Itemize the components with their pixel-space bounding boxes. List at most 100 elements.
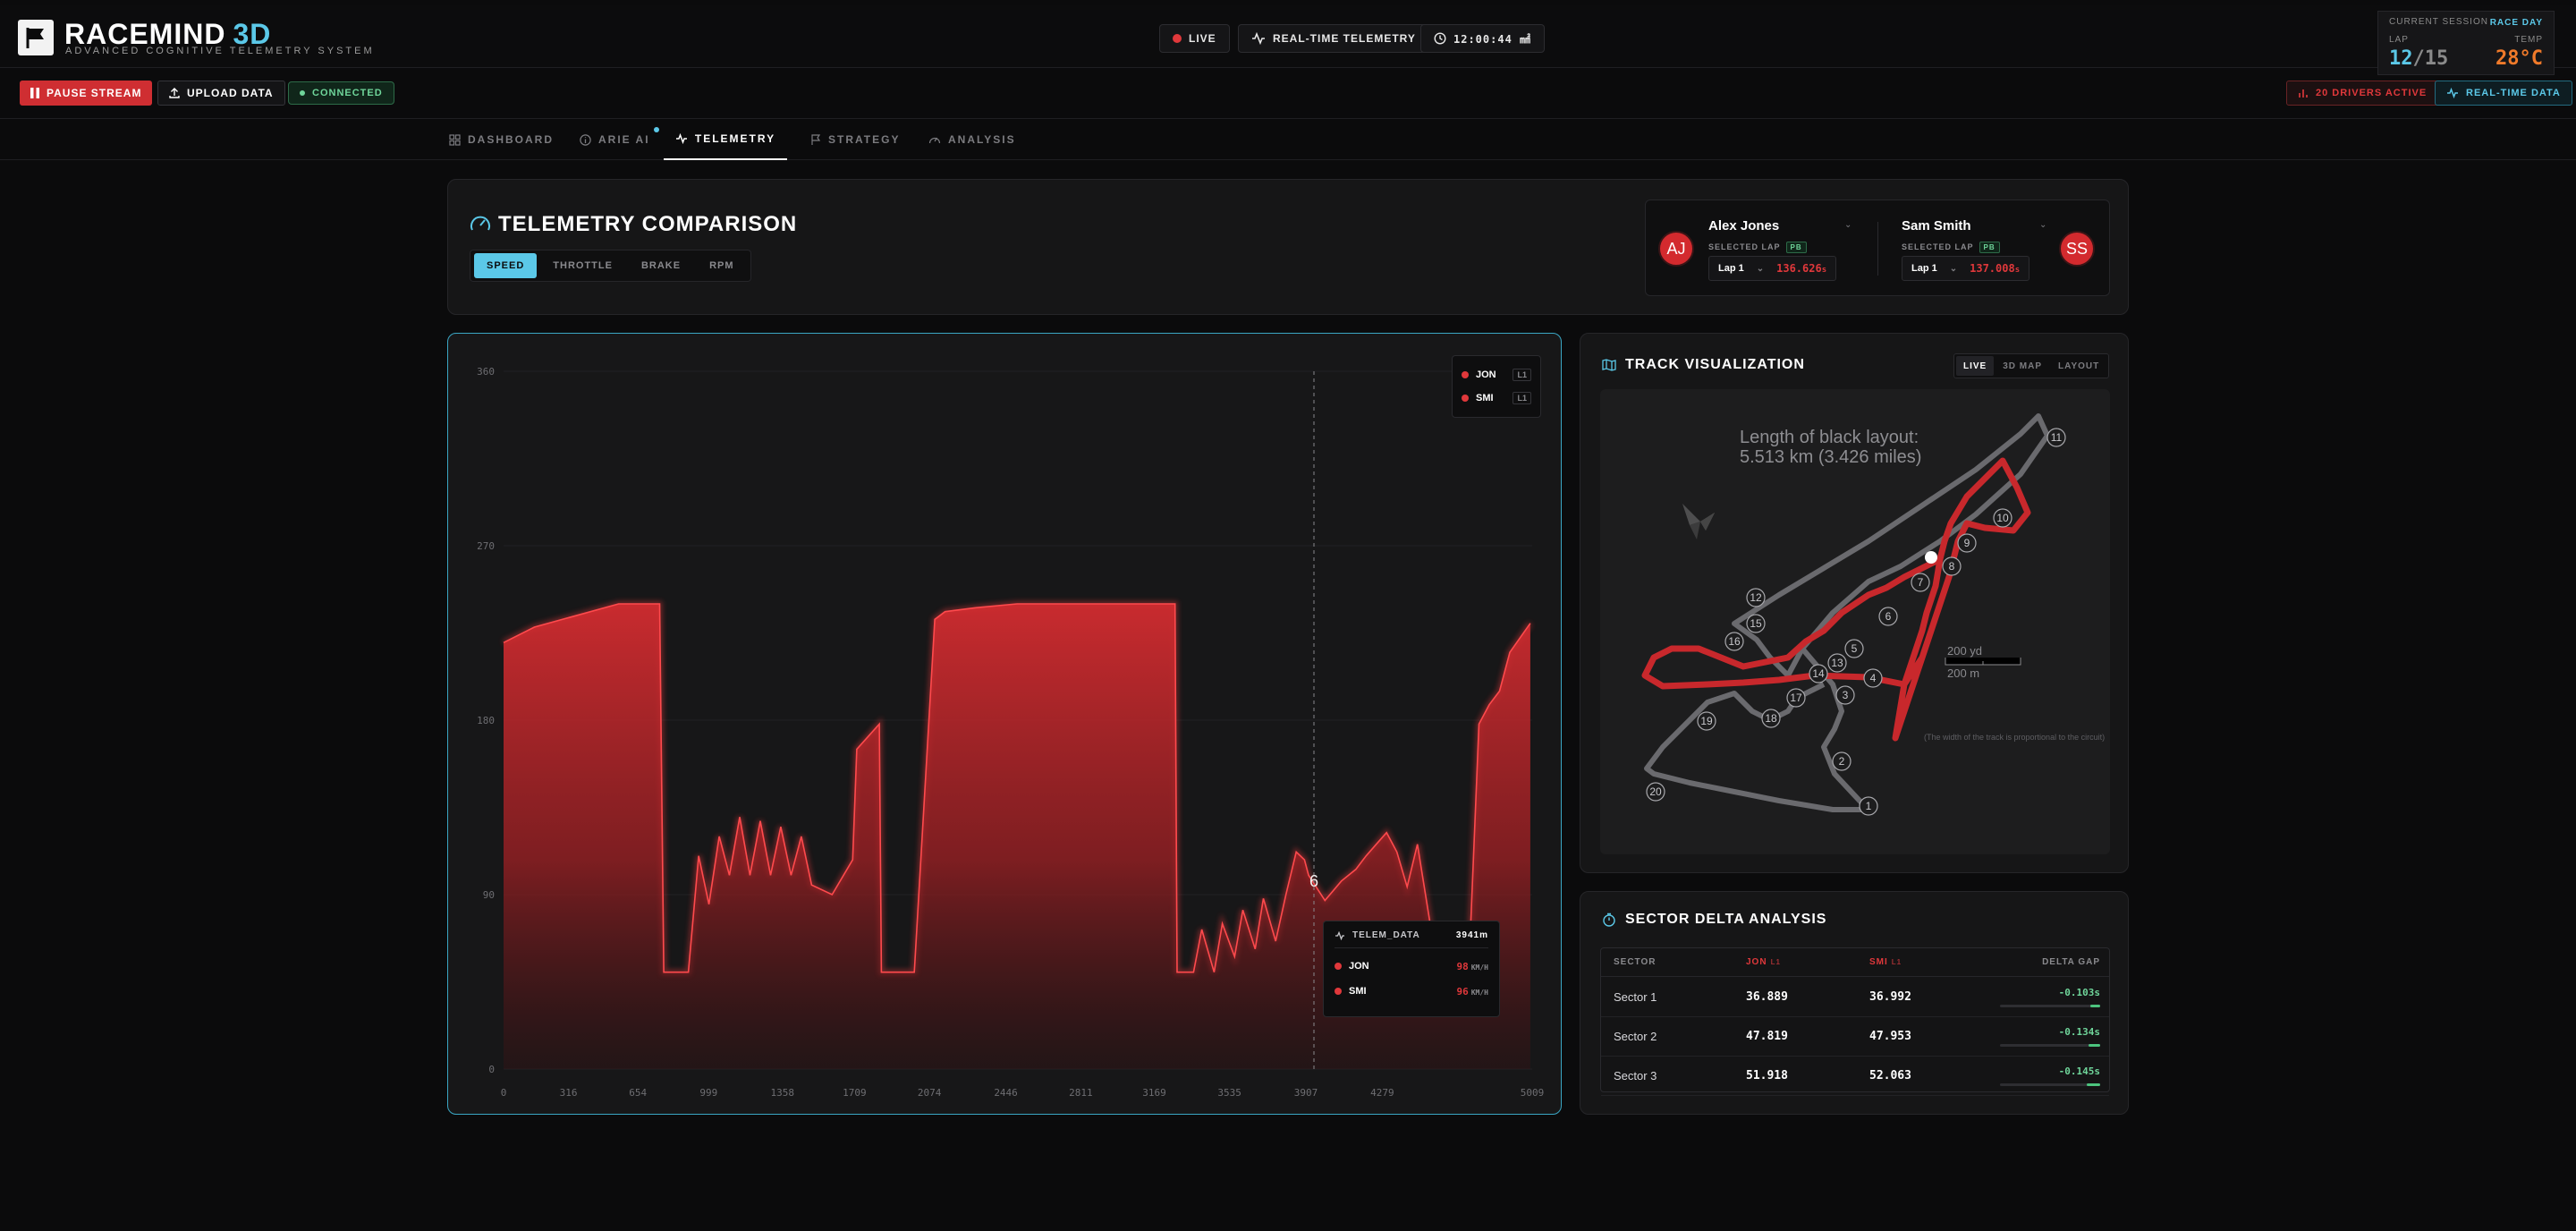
turn-label-18: 18: [1765, 712, 1777, 725]
drivers-active-label: 20 DRIVERS ACTIVE: [2316, 88, 2428, 98]
tab-strategy[interactable]: STRATEGY: [803, 119, 907, 160]
sector-table-header: SECTOR JON L1 SMI L1 DELTA GAP: [1601, 948, 2109, 977]
connected-dot-icon: [300, 90, 305, 96]
track-title: TRACK VISUALIZATION: [1602, 357, 1805, 373]
sector-time-jon: 47.819: [1746, 1030, 1788, 1043]
x-tick-label: 654: [629, 1087, 647, 1099]
turn-marker-4: [1863, 668, 1883, 688]
avatar-driver-b[interactable]: SS: [2059, 231, 2095, 267]
driver-b-dropdown-chevron-icon[interactable]: ⌄: [2039, 220, 2047, 230]
pb-badge: PB: [1979, 242, 2000, 253]
speedometer-icon: [470, 216, 490, 231]
y-tick-label: 270: [477, 540, 495, 552]
series-jon-area: [504, 604, 1530, 1069]
drivers-active-button[interactable]: 20 DRIVERS ACTIVE: [2286, 81, 2439, 106]
connection-status-label: CONNECTED: [312, 88, 383, 98]
turn-label-6: 6: [1885, 610, 1892, 623]
turn-label-2: 2: [1839, 755, 1845, 768]
tooltip-row-smi: SMI 96 KM/H: [1335, 979, 1488, 1004]
tab-arie-ai-label: ARIE AI: [598, 133, 650, 146]
clock-icon: [1434, 32, 1446, 45]
tooltip-distance: 3941m: [1455, 930, 1488, 940]
x-tick-label: 0: [501, 1087, 507, 1099]
cursor-marker-label: 6: [1309, 872, 1318, 890]
realtime-label: REAL-TIME TELEMETRY: [1273, 32, 1416, 45]
x-tick-label: 3535: [1217, 1087, 1241, 1099]
metric-tab-rpm[interactable]: RPM: [709, 260, 734, 271]
info-icon: [580, 133, 591, 146]
connection-status-badge: CONNECTED: [288, 81, 394, 105]
sector-row[interactable]: Sector 1 36.889 36.992 -0.103s: [1601, 978, 2109, 1017]
driver-a-selected-lap-label: SELECTED LAP PB: [1708, 242, 1807, 253]
turn-label-16: 16: [1728, 635, 1741, 648]
tab-strategy-label: STRATEGY: [828, 133, 901, 146]
sector-delta-bar: [2000, 1083, 2100, 1086]
turn-marker-11: [2046, 428, 2066, 447]
turn-marker-15: [1746, 614, 1766, 633]
tab-telemetry-label: TELEMETRY: [694, 132, 776, 145]
turn-label-7: 7: [1918, 576, 1924, 589]
notification-dot-icon: [653, 127, 659, 132]
turn-label-9: 9: [1964, 537, 1970, 549]
driver-a-lap-value: Lap 1: [1718, 263, 1744, 274]
track-tab-live[interactable]: LIVE: [1956, 356, 1995, 376]
legend-item-jon[interactable]: JON L1: [1462, 363, 1531, 386]
turn-marker-14: [1809, 664, 1828, 683]
y-tick-label: 90: [483, 889, 495, 901]
sector-time-jon: 36.889: [1746, 990, 1788, 1004]
track-caption-1: Length of black layout:: [1740, 428, 1919, 447]
legend-item-smi[interactable]: SMI L1: [1462, 386, 1531, 410]
track-tab-3d-map[interactable]: 3D MAP: [2003, 361, 2043, 371]
metric-tab-speed[interactable]: SPEED: [474, 253, 538, 278]
upload-data-button[interactable]: UPLOAD DATA: [157, 81, 285, 106]
sector-delta-bar: [2000, 1005, 2100, 1007]
tab-telemetry[interactable]: TELEMETRY: [664, 119, 787, 160]
track-note: (The width of the track is proportional …: [1924, 733, 2105, 742]
tab-dashboard[interactable]: DASHBOARD: [442, 119, 561, 160]
realtime-data-button[interactable]: REAL-TIME DATA: [2435, 81, 2572, 106]
turn-label-15: 15: [1750, 617, 1762, 630]
pause-stream-label: PAUSE STREAM: [47, 87, 142, 99]
lap-counter: 12/15: [2389, 47, 2449, 70]
header-delta-gap: DELTA GAP: [2042, 957, 2100, 967]
x-tick-label: 2811: [1069, 1087, 1093, 1099]
clock-value: 12:00:44 ㎟: [1453, 32, 1532, 46]
pulse-icon: [675, 133, 687, 144]
metric-tab-brake[interactable]: BRAKE: [640, 260, 682, 271]
turn-marker-17: [1786, 688, 1806, 708]
driver-a-lap-select[interactable]: Lap 1 ⌄ 136.626s: [1708, 256, 1837, 281]
flag-icon: [811, 133, 821, 145]
speed-chart[interactable]: 360 270 180 90 0 0 316 654 999 1358 1709 2074 2446 2…: [448, 334, 1563, 1116]
pause-stream-button[interactable]: PAUSE STREAM: [20, 81, 153, 106]
metric-tab-throttle[interactable]: THROTTLE: [553, 260, 613, 271]
tab-analysis[interactable]: ANALYSIS: [921, 119, 1023, 160]
x-tick-label: 1709: [843, 1087, 867, 1099]
driver-b-lap-select[interactable]: Lap 1 ⌄ 137.008s: [1902, 256, 2030, 281]
driver-comparison-box: AJ Alex Jones ⌄ SELECTED LAP PB Lap 1 ⌄ 1…: [1645, 200, 2110, 296]
turn-marker-9: [1957, 533, 1977, 553]
sector-row[interactable]: Sector 3 51.918 52.063 -0.145s: [1601, 1057, 2109, 1096]
turn-label-12: 12: [1750, 591, 1762, 604]
live-indicator[interactable]: LIVE: [1159, 24, 1230, 53]
header-smi: SMI L1: [1869, 957, 1902, 967]
x-tick-label: 999: [699, 1087, 717, 1099]
lap-label: LAP: [2389, 35, 2409, 45]
avatar-driver-a[interactable]: AJ: [1658, 231, 1694, 267]
speed-chart-panel[interactable]: 360 270 180 90 0 0 316 654 999 1358 1709 2074 2446 2…: [447, 333, 1562, 1115]
chevron-down-icon: ⌄: [1949, 263, 1958, 274]
driver-a-dropdown-chevron-icon[interactable]: ⌄: [1844, 220, 1852, 230]
pulse-icon: [2447, 88, 2458, 98]
turn-marker-16: [1724, 632, 1744, 651]
realtime-telemetry-badge[interactable]: REAL-TIME TELEMETRY: [1238, 24, 1429, 53]
track-map[interactable]: Length of black layout: 5.513 km (3.426 …: [1600, 389, 2110, 854]
tab-arie-ai[interactable]: ARIE AI: [572, 119, 659, 160]
gauge-icon: [928, 137, 941, 144]
track-caption-2: 5.513 km (3.426 miles): [1740, 447, 1921, 467]
race-day-tag: RACE DAY: [2489, 18, 2543, 28]
driver-a-name: Alex Jones: [1708, 218, 1780, 233]
track-tab-layout[interactable]: LAYOUT: [2058, 361, 2100, 371]
session-label: CURRENT SESSION: [2389, 17, 2488, 27]
temp-value: 28°C: [2496, 47, 2543, 70]
sector-row[interactable]: Sector 2 47.819 47.953 -0.134s: [1601, 1017, 2109, 1057]
tab-analysis-label: ANALYSIS: [948, 133, 1016, 146]
